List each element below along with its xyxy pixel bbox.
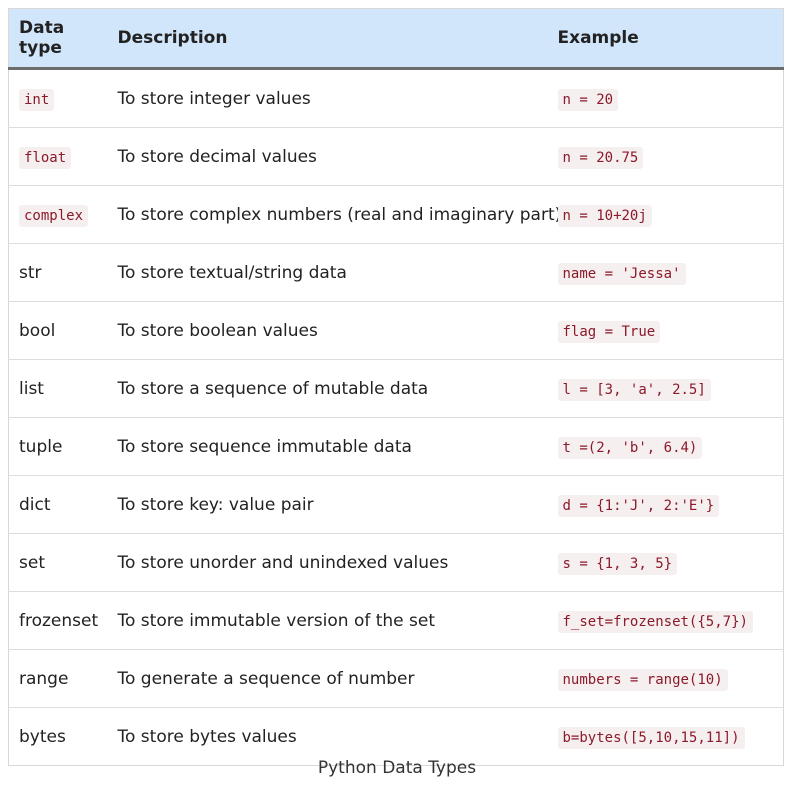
data-type-cell: str [8,243,113,302]
table-row: set To store unorder and unindexed values… [8,533,784,592]
example-code: d = {1:'J', 2:'E'} [557,494,720,517]
example-code: flag = True [557,320,661,343]
table-body: int To store integer values n = 20 float To … [8,68,784,766]
data-type-cell: dict [8,475,113,534]
header-description: Description [112,8,548,70]
table-row: str To store textual/string data name = 'J… [8,243,784,302]
example-cell: l = [3, 'a', 2.5] [547,359,784,418]
example-cell: name = 'Jessa' [547,243,784,302]
table-caption: Python Data Types [317,758,477,778]
example-code: name = 'Jessa' [557,262,686,285]
example-code: f_set=frozenset({5,7}) [557,610,753,633]
data-type-cell: set [8,533,113,592]
table-row: range To generate a sequence of number num… [8,649,784,708]
header-example: Example [547,8,784,70]
example-cell: s = {1, 3, 5} [547,533,784,592]
table-row: tuple To store sequence immutable data t =… [8,417,784,476]
example-cell: t =(2, 'b', 6.4) [547,417,784,476]
description-cell: To store immutable version of the set [112,591,548,650]
description-cell: To store key: value pair [112,475,548,534]
example-code: numbers = range(10) [557,668,728,691]
data-type-code: int [19,88,55,111]
description-cell: To store sequence immutable data [112,417,548,476]
table-row: frozenset To store immutable version of t… [8,591,784,650]
table-row: int To store integer values n = 20 [8,68,784,128]
example-code: n = 10+20j [557,204,652,227]
data-type-code: float [19,146,72,169]
example-code: l = [3, 'a', 2.5] [557,378,711,401]
description-cell: To store decimal values [112,127,548,186]
description-cell: To store integer values [112,68,548,128]
example-code: t =(2, 'b', 6.4) [557,436,703,459]
table-row: list To store a sequence of mutable data l… [8,359,784,418]
table-header-row: Data type Description Example [8,8,784,70]
data-type-code: complex [19,204,89,227]
table-row: complex To store complex numbers (real an… [8,185,784,244]
example-cell: n = 10+20j [547,185,784,244]
data-type-cell: float [8,127,113,186]
example-cell: numbers = range(10) [547,649,784,708]
table-row: float To store decimal values n = 20.75 [8,127,784,186]
example-cell: n = 20.75 [547,127,784,186]
description-cell: To store unorder and unindexed values [112,533,548,592]
data-type-cell: tuple [8,417,113,476]
table-row: bool To store boolean values flag = True [8,301,784,360]
example-cell: flag = True [547,301,784,360]
description-cell: To store boolean values [112,301,548,360]
data-type-cell: frozenset [8,591,113,650]
data-type-cell: bool [8,301,113,360]
example-code: n = 20.75 [557,146,644,169]
data-type-cell: list [8,359,113,418]
example-code: n = 20 [557,88,619,111]
description-cell: To store bytes values [112,707,548,766]
example-cell: b=bytes([5,10,15,11]) [547,707,784,766]
data-type-cell: complex [8,185,113,244]
example-cell: f_set=frozenset({5,7}) [547,591,784,650]
data-types-table: Data type Description Example int To stor… [8,8,784,766]
description-cell: To store a sequence of mutable data [112,359,548,418]
data-type-cell: int [8,68,113,128]
description-cell: To store complex numbers (real and imagi… [112,185,561,244]
data-type-cell: range [8,649,113,708]
example-cell: n = 20 [547,68,784,128]
data-types-figure: Data type Description Example int To stor… [8,8,784,766]
example-cell: d = {1:'J', 2:'E'} [547,475,784,534]
example-code: s = {1, 3, 5} [557,552,678,575]
data-type-cell: bytes [8,707,113,766]
table-row: dict To store key: value pair d = {1:'J', … [8,475,784,534]
example-code: b=bytes([5,10,15,11]) [557,726,745,749]
description-cell: To store textual/string data [112,243,548,302]
description-cell: To generate a sequence of number [112,649,548,708]
table-row: bytes To store bytes values b=bytes([5,10,… [8,707,784,766]
header-data-type: Data type [8,8,113,70]
